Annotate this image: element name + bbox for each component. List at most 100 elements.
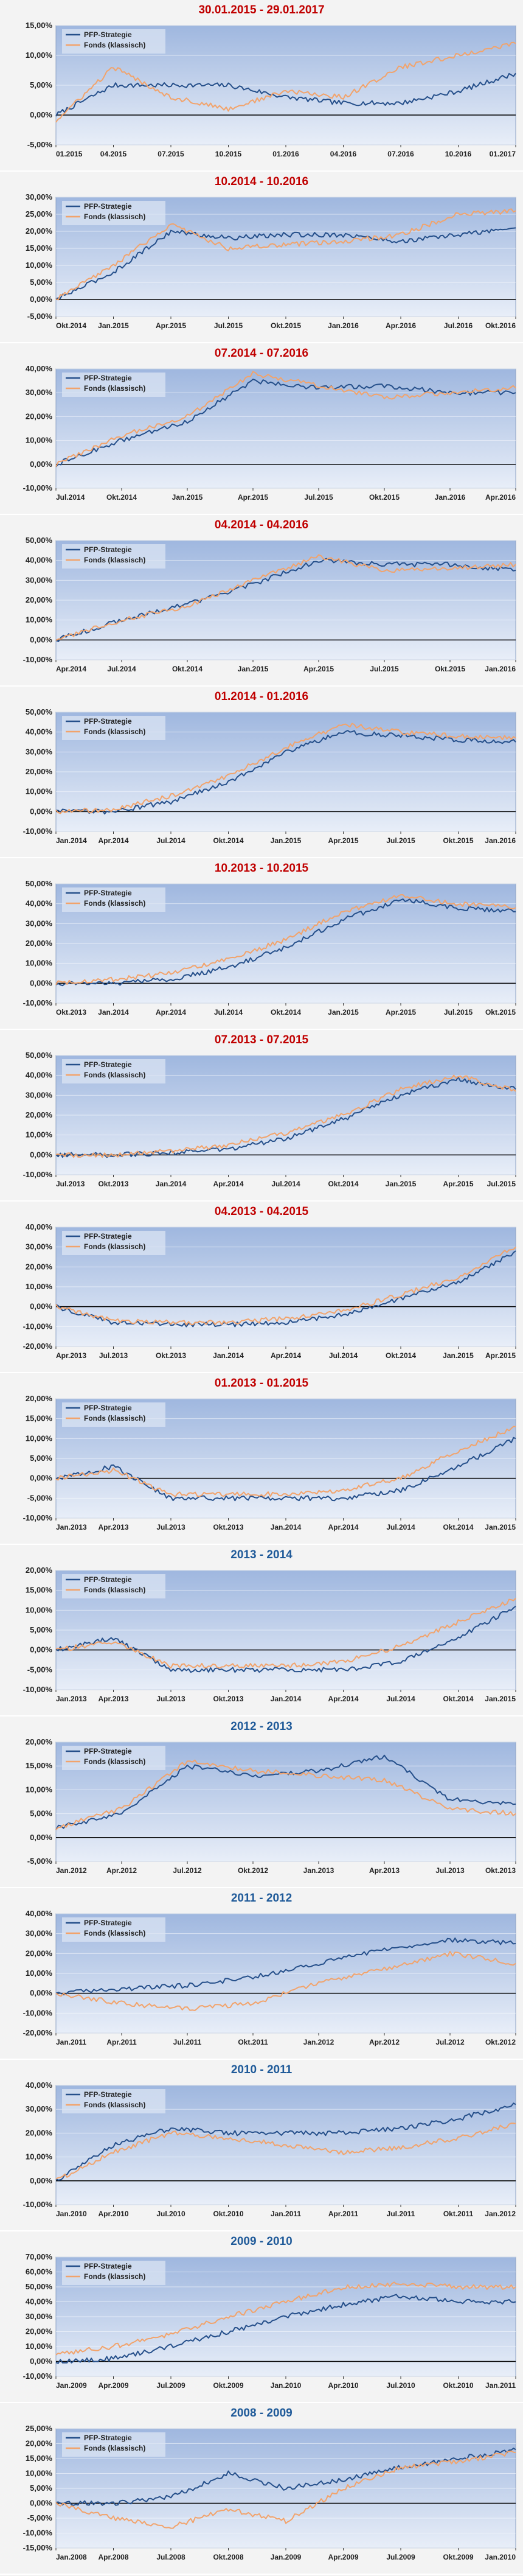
y-tick-label: -20,00%: [23, 2028, 53, 2037]
legend: [62, 1574, 165, 1598]
x-tick-label: Jan.2014: [271, 1695, 302, 1703]
x-tick-label: Okt.2010: [213, 2210, 243, 2218]
legend: [62, 373, 165, 397]
x-tick-label: Okt.2010: [443, 2381, 473, 2390]
y-tick-label: 0,00%: [30, 635, 52, 644]
legend: [62, 29, 165, 54]
x-tick-label: Okt.2012: [238, 1866, 268, 1875]
x-tick-label: Apr.2015: [328, 836, 358, 845]
x-tick-label: Apr.2015: [303, 665, 334, 673]
series-line-fonds-klassisch: [55, 41, 516, 123]
y-tick-label: 20,00%: [26, 1737, 53, 1746]
legend-label: Fonds (klassisch): [84, 727, 145, 736]
x-tick-label: Okt.2013: [485, 1866, 516, 1875]
y-tick-label: 30,00%: [26, 575, 53, 584]
line-chart: 20,00%15,00%10,00%5,00%0,00%-5,00%Jan.20…: [26, 1737, 516, 1875]
x-tick-label: Apr.2015: [443, 1180, 473, 1188]
y-tick-label: 40,00%: [26, 899, 53, 908]
y-tick-label: 50,00%: [26, 536, 53, 545]
x-tick-label: Apr.2014: [156, 1008, 186, 1017]
y-tick-label: 40,00%: [26, 364, 53, 373]
y-tick-label: 5,00%: [30, 2483, 52, 2493]
line-chart: 40,00% 30,00% 20,00% 10,00% 0,00% -10,00% -20,…: [23, 1909, 516, 2046]
x-tick-label: Jan.2015: [172, 493, 203, 502]
y-tick-label: 30,00%: [26, 1090, 53, 1099]
legend: [62, 716, 165, 740]
y-tick-label: -5,00%: [27, 1493, 53, 1502]
x-tick-label: Okt.2013: [56, 1008, 86, 1017]
x-tick-label: Okt.2016: [485, 321, 516, 330]
y-tick-label: 50,00%: [26, 879, 53, 888]
y-tick-label: 15,00%: [26, 1414, 53, 1423]
series-line-fonds-klassisch: [55, 371, 516, 467]
y-tick-label: -10,00%: [23, 483, 53, 492]
x-tick-label: Jan.2016: [435, 493, 466, 502]
chart-panel: 2009 - 2010 70,00% 60,00% 50,00% 40,00% 30,00…: [0, 2231, 523, 2403]
x-tick-label: Jul.2014: [386, 1523, 415, 1531]
x-tick-label: Jul.2015: [487, 1180, 516, 1188]
chart-title: 04.2014 - 04.2016: [214, 519, 309, 531]
chart-title: 01.2014 - 01.2016: [214, 690, 309, 703]
y-tick-label: 40,00%: [26, 727, 53, 737]
line-chart: 40,00% 30,00% 20,00% 10,00% 0,00% -10,00% -20,…: [23, 1222, 516, 1360]
x-tick-label: Jan.2009: [56, 2381, 87, 2390]
legend-label: PFP-Strategie: [84, 889, 132, 897]
line-chart: 20,00% 15,00% 10,00% 5,00% 0,00% -5,00% -10,00…: [23, 1394, 516, 1531]
x-tick-label: Jul.2013: [156, 1695, 185, 1703]
x-tick-label: Apr.2008: [98, 2553, 128, 2561]
x-tick-label: Jul.2013: [435, 1866, 465, 1875]
x-tick-label: Jul.2015: [214, 321, 243, 330]
x-tick-label: Jul.2014: [56, 493, 85, 502]
y-tick-label: -5,00%: [27, 312, 53, 321]
chart-panel: 2013 - 2014 20,00% 15,00% 10,00% 5,00% 0,00% -…: [0, 1545, 523, 1717]
chart-panel: 10.2013 - 10.2015 50,00% 40,00% 30,00% 20,00…: [0, 858, 523, 1030]
y-tick-label: -10,00%: [23, 2008, 53, 2017]
y-tick-label: 5,00%: [30, 1625, 52, 1634]
y-tick-label: 50,00%: [26, 1051, 53, 1060]
x-tick-label: Okt.2014: [443, 1523, 473, 1531]
series-line-fonds-klassisch: [55, 1074, 516, 1158]
y-tick-label: 25,00%: [26, 2424, 53, 2433]
y-tick-label: -10,00%: [23, 2200, 53, 2209]
legend-label: PFP-Strategie: [84, 2090, 132, 2099]
x-tick-label: Jul.2014: [107, 665, 136, 673]
x-tick-label: Jan.2012: [56, 1866, 87, 1875]
legend-label: Fonds (klassisch): [84, 899, 145, 908]
line-chart: 25,00% 20,00% 15,00% 10,00% 5,00% 0,00% -5,00%…: [23, 2424, 516, 2561]
y-tick-label: 15,00%: [26, 243, 53, 253]
x-tick-label: 10.2015: [215, 150, 242, 158]
y-tick-label: 25,00%: [26, 209, 53, 219]
x-tick-label: 01.2015: [56, 150, 83, 158]
line-chart: 50,00% 40,00% 30,00% 20,00% 10,00% 0,00% -10,0…: [23, 536, 516, 673]
legend-label: Fonds (klassisch): [84, 2101, 145, 2109]
x-tick-label: Okt.2012: [485, 2038, 516, 2046]
x-tick-label: Okt.2013: [213, 1523, 243, 1531]
x-tick-label: Jan.2015: [485, 1523, 516, 1531]
x-tick-label: Jan.2012: [485, 2210, 516, 2218]
chart-title: 30.01.2015 - 29.01.2017: [198, 4, 325, 16]
x-tick-label: Jul.2014: [156, 836, 185, 845]
chart-panel: 30.01.2015 - 29.01.2017 15,00% 10,00% 5,00%…: [0, 0, 523, 172]
legend-label: PFP-Strategie: [84, 545, 132, 554]
x-tick-label: Apr.2015: [238, 493, 268, 502]
legend: [62, 1746, 165, 1770]
x-tick-label: Jan.2010: [485, 2553, 516, 2561]
y-tick-label: -10,00%: [23, 998, 53, 1007]
legend-label: PFP-Strategie: [84, 374, 132, 382]
y-tick-label: 10,00%: [26, 2152, 53, 2161]
x-tick-label: Okt.2011: [238, 2038, 268, 2046]
y-tick-label: -15,00%: [23, 2543, 53, 2552]
x-tick-label: Jan.2011: [485, 2381, 516, 2390]
y-tick-label: 5,00%: [30, 1454, 52, 1463]
y-tick-label: -20,00%: [23, 1342, 53, 1351]
x-tick-label: Jul.2014: [271, 1180, 300, 1188]
y-tick-label: 40,00%: [26, 1222, 53, 1231]
x-tick-label: Jul.2015: [304, 493, 333, 502]
x-tick-label: Jan.2010: [56, 2210, 87, 2218]
y-tick-label: 40,00%: [26, 556, 53, 565]
x-tick-label: Okt.2011: [443, 2210, 474, 2218]
legend: [62, 2261, 165, 2285]
chart-title: 2013 - 2014: [230, 1549, 293, 1561]
x-tick-label: Jul.2011: [173, 2038, 202, 2046]
line-chart: 40,00%30,00%20,00%10,00%0,00%-10,00%Jan.…: [23, 2081, 516, 2218]
